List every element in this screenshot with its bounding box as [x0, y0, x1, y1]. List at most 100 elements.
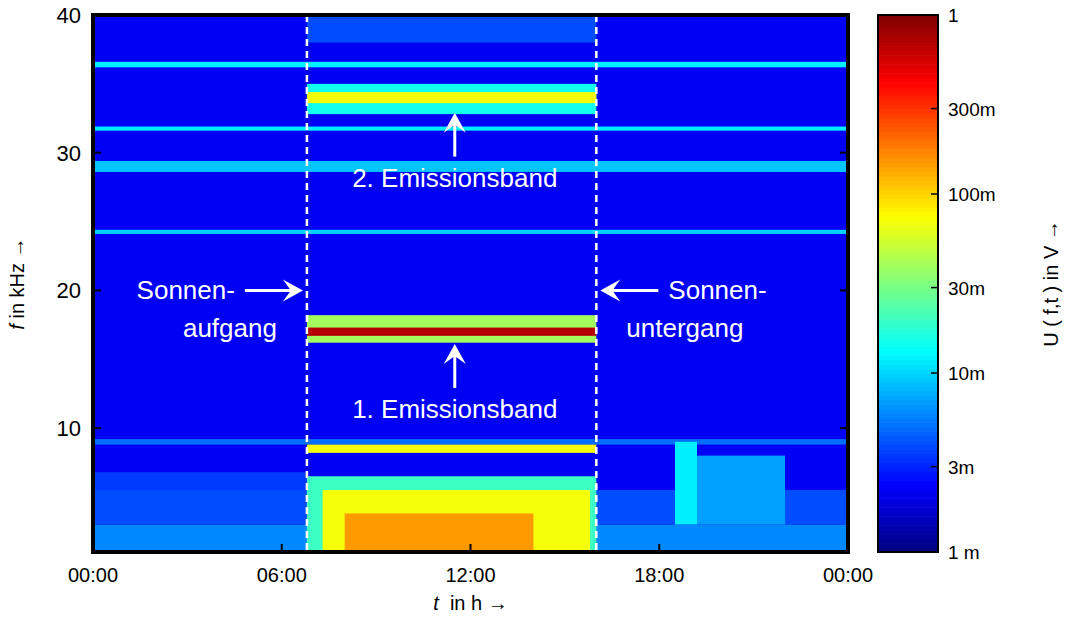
- sun-marker-line: [306, 15, 309, 552]
- colorbar-step: [878, 476, 938, 481]
- colorbar-step: [878, 521, 938, 526]
- colorbar-step: [878, 216, 938, 221]
- colorbar-step: [878, 163, 938, 168]
- colorbar-step: [878, 346, 938, 351]
- y-tick: [840, 152, 848, 154]
- colorbar-step: [878, 252, 938, 257]
- colorbar-tick-label: 10m: [948, 363, 985, 384]
- colorbar-step: [878, 418, 938, 423]
- colorbar-step: [878, 266, 938, 271]
- band-cell: [307, 476, 596, 552]
- colorbar-step: [878, 64, 938, 69]
- band-cell: [93, 230, 848, 234]
- colorbar-step: [878, 33, 938, 38]
- x-tick-label: 00:00: [823, 564, 873, 586]
- colorbar-step: [878, 454, 938, 459]
- x-tick: [658, 544, 660, 552]
- colorbar-tick-label: 3m: [948, 457, 974, 478]
- colorbar-step: [878, 364, 938, 369]
- band-cell: [93, 439, 848, 445]
- band-cell: [307, 328, 596, 336]
- colorbar-step: [878, 328, 938, 333]
- colorbar-step: [878, 234, 938, 239]
- colorbar-step: [878, 257, 938, 262]
- colorbar-step: [878, 436, 938, 441]
- colorbar-step: [878, 422, 938, 427]
- colorbar-step: [878, 87, 938, 92]
- plot-area: [93, 15, 848, 552]
- colorbar-step: [878, 494, 938, 499]
- colorbar-step: [878, 324, 938, 329]
- colorbar-step: [878, 194, 938, 199]
- colorbar-step: [878, 221, 938, 226]
- y-tick-label: 30: [57, 141, 81, 166]
- colorbar-step: [878, 404, 938, 409]
- colorbar-step: [878, 534, 938, 539]
- colorbar-step: [878, 449, 938, 454]
- colorbar-step: [878, 351, 938, 356]
- x-axis-title: t in h →: [433, 592, 507, 614]
- colorbar-step: [878, 261, 938, 266]
- band-cell: [307, 84, 596, 114]
- annotation-label: 2. Emissionsband: [352, 163, 557, 193]
- sun-marker-line: [595, 15, 598, 552]
- colorbar-step: [878, 391, 938, 396]
- colorbar-step: [878, 525, 938, 530]
- background-cell: [93, 15, 848, 552]
- colorbar-step: [878, 480, 938, 485]
- colorbar-step: [878, 207, 938, 212]
- colorbar-step: [878, 386, 938, 391]
- colorbar-step: [878, 82, 938, 87]
- colorbar-step: [878, 400, 938, 405]
- colorbar-tick: [931, 108, 938, 110]
- colorbar-step: [878, 176, 938, 181]
- y-tick: [840, 427, 848, 429]
- colorbar-step: [878, 409, 938, 414]
- colorbar-step: [878, 91, 938, 96]
- colorbar-step: [878, 315, 938, 320]
- y-tick: [840, 289, 848, 291]
- colorbar-step: [878, 516, 938, 521]
- colorbar-step: [878, 270, 938, 275]
- colorbar-step: [878, 55, 938, 60]
- x-tick: [470, 544, 472, 552]
- colorbar-step: [878, 122, 938, 127]
- annotations: Sonnen-aufgangSonnen-untergang2. Emissio…: [137, 113, 767, 424]
- colorbar-step: [878, 243, 938, 248]
- colorbar-step: [878, 145, 938, 150]
- colorbar-step: [878, 319, 938, 324]
- colorbar-step: [878, 113, 938, 118]
- colorbar-step: [878, 471, 938, 476]
- colorbar-step: [878, 377, 938, 382]
- colorbar-frame: [878, 15, 938, 552]
- colorbar-step: [878, 78, 938, 83]
- band-cell: [675, 442, 697, 525]
- y-tick: [840, 14, 848, 16]
- colorbar-tick: [931, 287, 938, 289]
- x-tick-label: 18:00: [634, 564, 684, 586]
- colorbar-step: [878, 431, 938, 436]
- colorbar-step: [878, 485, 938, 490]
- sun-marker-label: Sonnen-: [137, 275, 235, 305]
- colorbar-step: [878, 333, 938, 338]
- colorbar-step: [878, 275, 938, 280]
- x-tick-label: 06:00: [257, 564, 307, 586]
- x-tick: [92, 544, 94, 552]
- colorbar-step: [878, 297, 938, 302]
- colorbar-tick: [931, 372, 938, 374]
- colorbar-step: [878, 463, 938, 468]
- colorbar-step: [878, 445, 938, 450]
- colorbar: 1 m3m10m30m100m300m1U ( f,t ) in V →: [878, 5, 1062, 563]
- band-cell: [307, 315, 596, 343]
- colorbar-tick-label: 1: [948, 5, 959, 26]
- colorbar-step: [878, 42, 938, 47]
- axes: 1020304000:0006:0012:0018:0000:00t in h …: [6, 3, 873, 614]
- sun-marker-label: untergang: [626, 313, 743, 343]
- colorbar-step: [878, 440, 938, 445]
- colorbar-step: [878, 24, 938, 29]
- colorbar-tick: [931, 551, 938, 553]
- colorbar-step: [878, 413, 938, 418]
- colorbar-step: [878, 181, 938, 186]
- colorbar-tick-label: 300m: [948, 99, 996, 120]
- colorbar-step: [878, 395, 938, 400]
